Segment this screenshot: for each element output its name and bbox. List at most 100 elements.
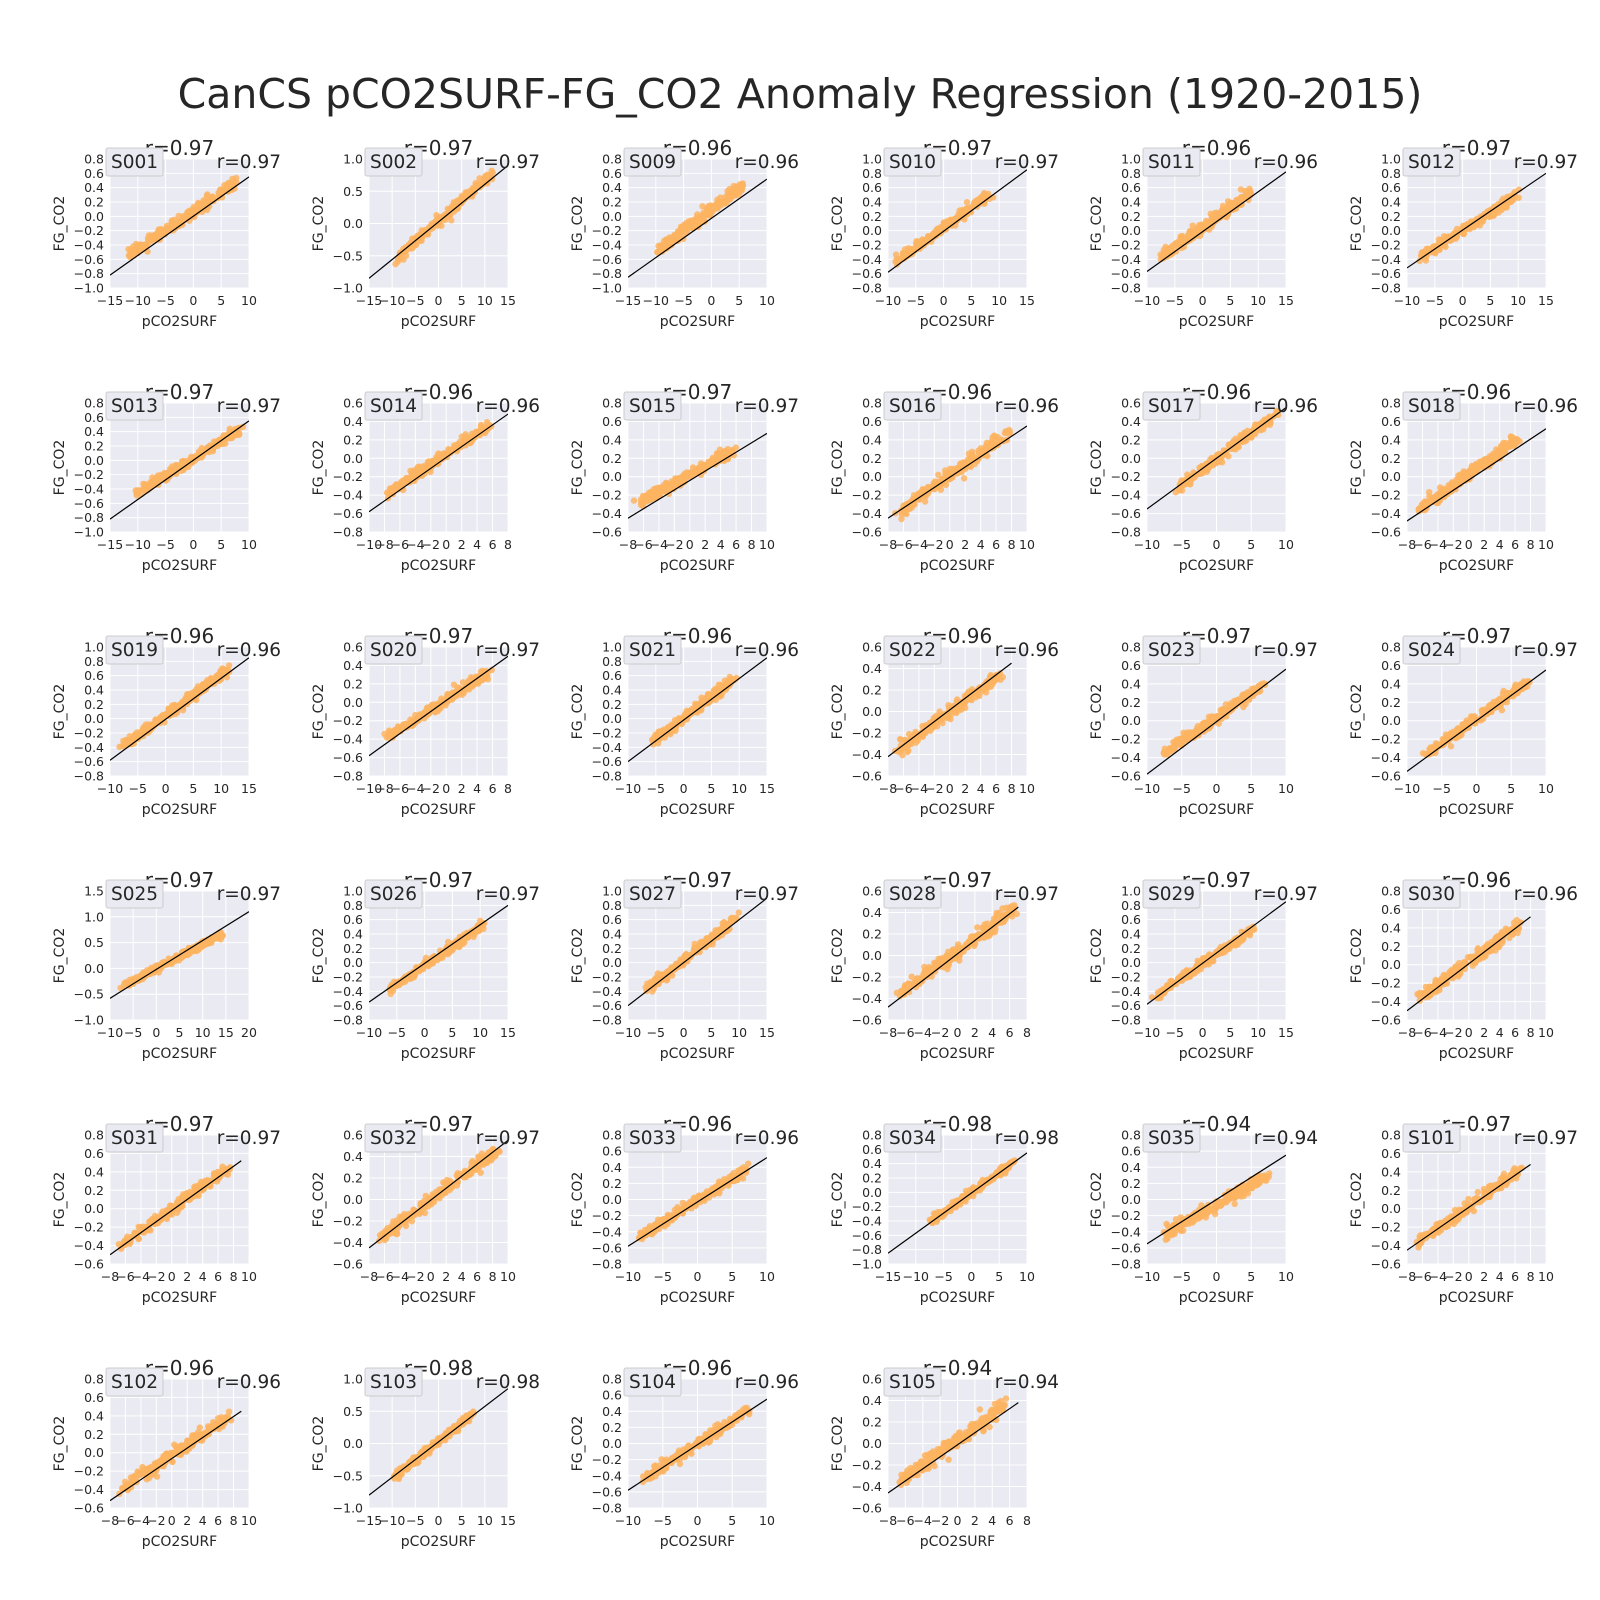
scatter-point [708, 694, 715, 701]
x-tick-label: −2 [1444, 537, 1462, 552]
scatter-point [991, 440, 998, 447]
y-tick-label: 0.6 [343, 640, 363, 655]
y-tick-label: −0.4 [74, 482, 104, 497]
scatter-point [697, 460, 705, 467]
y-tick-label: −0.2 [1371, 238, 1401, 253]
r-annotation: r=0.96 [217, 640, 281, 661]
y-tick-label: 0.4 [343, 658, 363, 673]
y-tick-label: −0.4 [74, 740, 104, 755]
regression-line [110, 420, 249, 520]
x-tick-label: 10 [1538, 537, 1554, 552]
scatter-point [178, 218, 185, 225]
scatter-point [1248, 433, 1255, 440]
scatter-point [671, 237, 678, 245]
y-tick-label: 0.0 [84, 209, 104, 224]
y-tick-label: −0.6 [1371, 769, 1401, 784]
x-tick-label: −5 [129, 781, 147, 796]
scatter-point [1466, 468, 1473, 475]
scatter-point [953, 706, 960, 714]
x-tick-label: 15 [500, 293, 516, 308]
scatter-point [1432, 250, 1439, 257]
x-tick-label: 4 [1496, 537, 1504, 552]
scatter-point [484, 180, 491, 187]
x-tick-label: 15 [1278, 293, 1294, 308]
series-label: S002 [370, 152, 417, 173]
scatter-point [129, 243, 137, 250]
x-tick-label: 5 [217, 537, 225, 552]
y-tick-label: −0.2 [1371, 488, 1401, 503]
scatter-point [1490, 450, 1497, 457]
y-tick-label: −0.6 [592, 252, 622, 267]
scatter-point [392, 260, 399, 268]
x-tick-label: −2 [422, 537, 440, 552]
scatter-point [145, 232, 153, 239]
scatter-point [1500, 687, 1507, 695]
y-tick-label: 0.2 [1121, 695, 1141, 710]
series-label: S020 [370, 640, 417, 661]
y-tick-label: 0.0 [84, 961, 104, 976]
scatter-point [1470, 224, 1477, 231]
x-tick-label: −10 [379, 293, 405, 308]
x-tick-label: 5 [217, 293, 225, 308]
scatter-point [192, 688, 199, 696]
y-tick-label: 0.4 [343, 414, 363, 429]
scatter-point [713, 200, 720, 207]
scatter-point [989, 434, 996, 441]
scatter-point [435, 450, 442, 457]
scatter-point [1440, 486, 1447, 494]
y-tick-label: 0.0 [1381, 223, 1401, 238]
x-axis-label: pCO2SURF [1179, 558, 1255, 574]
scatter-point [450, 199, 457, 206]
y-tick-label: −0.2 [74, 726, 104, 741]
scatter-point [960, 459, 967, 466]
scatter-point [454, 684, 461, 691]
regression-line [628, 432, 767, 519]
y-tick-label: 0.8 [1381, 396, 1401, 411]
scatter-point [191, 943, 199, 951]
y-axis-label: FG_CO2 [311, 196, 327, 252]
x-tick-label: 10 [241, 293, 257, 308]
r-annotation: r=0.96 [1254, 152, 1318, 173]
x-tick-label: −6 [391, 537, 409, 552]
scatter-point [705, 202, 712, 210]
scatter-point [214, 933, 222, 940]
scatter-point [721, 194, 729, 201]
y-tick-label: 0.2 [343, 432, 363, 447]
y-tick-label: −0.4 [592, 740, 622, 755]
y-tick-label: −0.8 [592, 266, 622, 281]
y-tick-label: −0.6 [592, 754, 622, 769]
y-tick-label: 0.8 [602, 152, 622, 167]
x-tick-label: −5 [156, 537, 174, 552]
x-tick-label: 2 [961, 537, 969, 552]
regression-line [1407, 428, 1546, 522]
y-tick-label: −0.4 [852, 506, 882, 521]
scatter-point [1487, 456, 1495, 463]
y-tick-label: −0.6 [1371, 525, 1401, 540]
y-tick-label: 0.8 [1381, 640, 1401, 655]
scatter-point [657, 490, 664, 497]
x-tick-label: 2 [961, 781, 969, 796]
scatter-point [225, 662, 233, 669]
subplot-s023: −10 −5 0 5 10−0.6−0.4−0.20.00.20.40.60.8pCO2… [1089, 624, 1318, 818]
scatter-point [937, 223, 945, 231]
scatter-point [935, 471, 942, 478]
y-tick-label: 0.8 [1381, 166, 1401, 181]
x-tick-label: 0 [707, 293, 715, 308]
scatter-point [1455, 479, 1463, 486]
series-label-box: S015 [623, 391, 682, 421]
subplot-s001: −15 −10 −5 0 5 10−1.0−0.8−0.6−0.4−0.20.00.20.… [52, 136, 281, 330]
scatter-point [400, 721, 407, 728]
x-tick-label: −4 [406, 537, 424, 552]
y-tick-label: −0.6 [852, 525, 882, 540]
y-tick-label: −0.6 [1371, 266, 1401, 281]
r-annotation: r=0.96 [476, 396, 540, 417]
x-tick-label: 10 [1510, 293, 1526, 308]
x-tick-label: 2 [1480, 537, 1488, 552]
y-tick-label: 0.6 [862, 640, 882, 655]
x-tick-label: 6 [732, 537, 740, 552]
x-tick-label: 5 [1247, 537, 1255, 552]
y-tick-label: 0.4 [84, 683, 104, 698]
y-tick-label: 0.0 [1121, 713, 1141, 728]
y-tick-label: 0.5 [343, 184, 363, 199]
scatter-point [476, 175, 483, 182]
